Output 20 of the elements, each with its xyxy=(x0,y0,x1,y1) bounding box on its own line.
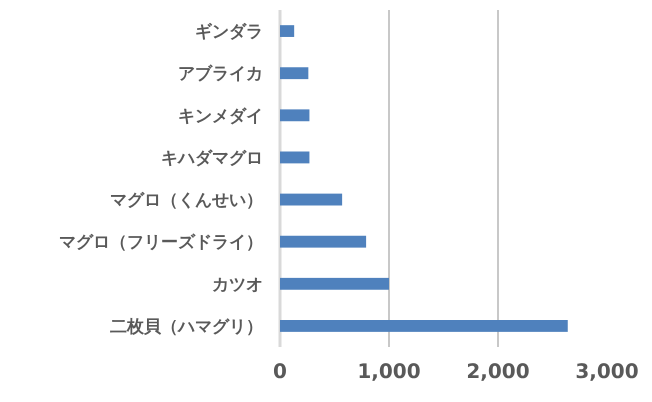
y-tick-label: マグロ（くんせい） xyxy=(110,190,263,211)
x-tick-label: 3,000 xyxy=(575,359,639,383)
y-tick-label: キンメダイ xyxy=(178,106,263,126)
bar xyxy=(280,236,366,248)
y-tick-label: アブライカ xyxy=(178,64,263,84)
y-tick-label: カツオ xyxy=(212,274,263,295)
bar xyxy=(280,194,342,206)
bar xyxy=(280,67,308,80)
x-tick-label: 2,000 xyxy=(466,359,530,383)
bar xyxy=(280,320,568,332)
y-tick-label: マグロ（フリーズドライ） xyxy=(59,232,263,253)
bar xyxy=(280,109,310,122)
y-tick-label: ギンダラ xyxy=(195,22,263,42)
x-tick-label: 1,000 xyxy=(357,359,421,383)
bar xyxy=(280,25,294,37)
bar xyxy=(280,152,310,164)
y-tick-label: 二枚貝（ハマグリ） xyxy=(110,316,263,337)
x-tick-label: 0 xyxy=(273,359,287,383)
y-tick-label: キハダマグロ xyxy=(161,148,263,168)
bar xyxy=(280,278,389,290)
